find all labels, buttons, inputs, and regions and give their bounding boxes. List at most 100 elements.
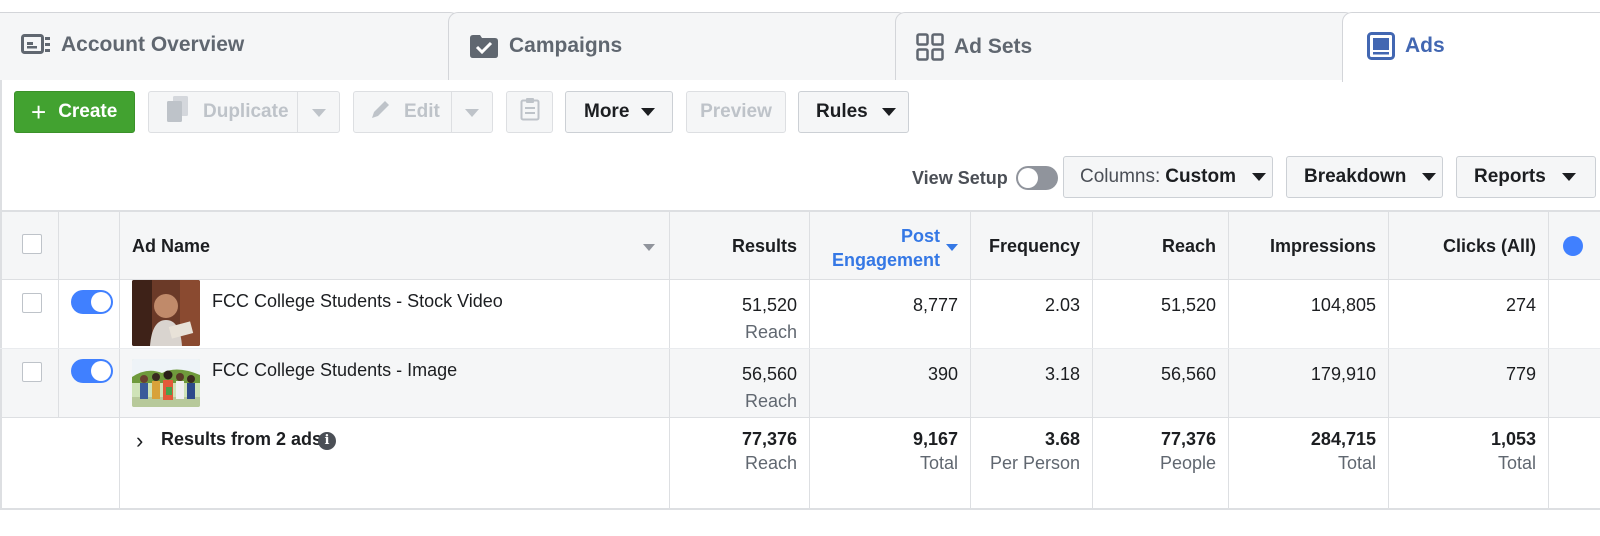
view-setup-label: View Setup [912, 167, 1008, 188]
breakdown-button[interactable]: Breakdown [1286, 156, 1443, 198]
ad-name-link[interactable]: FCC College Students - Image [212, 360, 458, 380]
column-header-ad-name[interactable]: Ad Name [120, 212, 670, 279]
summary-clicks-value: 1,053 [1490, 429, 1536, 449]
rules-button[interactable]: Rules [798, 91, 909, 133]
summary-reach-cell: 77,376 People [1093, 418, 1229, 508]
post-engagement-value: 390 [927, 364, 958, 384]
chevron-right-icon[interactable]: › [136, 428, 144, 453]
duplicate-icon [163, 95, 193, 129]
ad-name-link[interactable]: FCC College Students - Stock Video [212, 291, 503, 311]
column-header-results[interactable]: Results [670, 212, 810, 279]
frequency-value: 2.03 [1044, 295, 1080, 315]
summary-label-cell: › Results from 2 ads i [120, 418, 670, 508]
summary-results-sub: Reach [744, 453, 797, 473]
rules-label: Rules [816, 101, 868, 122]
plus-icon: + [31, 97, 47, 127]
select-all-cell [0, 212, 59, 279]
impressions-value: 179,910 [1310, 364, 1376, 384]
column-header-impressions[interactable]: Impressions [1229, 212, 1389, 279]
column-header-reach[interactable]: Reach [1093, 212, 1229, 279]
ad-sets-grid-icon [916, 33, 944, 61]
columns-button[interactable]: Columns: Custom [1063, 156, 1273, 198]
reach-cell: 51,520 [1093, 280, 1229, 348]
caret-down-icon [881, 108, 896, 116]
frequency-value: 3.18 [1044, 364, 1080, 384]
ad-active-toggle[interactable] [71, 290, 113, 314]
summary-reach-value: 77,376 [1160, 429, 1216, 449]
frequency-header-label: Frequency [988, 236, 1080, 256]
column-header-frequency[interactable]: Frequency [971, 212, 1093, 279]
post-engagement-header-label: Post Engagement [832, 224, 940, 272]
table-header-row: Ad Name Results Post Engagement Frequenc… [0, 210, 1600, 280]
tab-label: Ads [1405, 34, 1445, 57]
ad-thumbnail-image[interactable] [132, 359, 200, 407]
summary-impressions-sub: Total [1337, 453, 1376, 473]
summary-results-cell: 77,376 Reach [670, 418, 810, 508]
row-checkbox[interactable] [22, 362, 42, 382]
reports-label: Reports [1474, 166, 1546, 187]
info-circle-icon[interactable] [1563, 236, 1583, 256]
preview-label: Preview [700, 101, 772, 122]
column-header-overflow [1549, 212, 1600, 279]
tab-label: Ad Sets [954, 35, 1033, 58]
caret-down-icon [1422, 173, 1437, 181]
summary-post-engagement: 9,167 Total [913, 427, 958, 475]
select-all-checkbox[interactable] [22, 234, 42, 254]
impressions-value: 104,805 [1310, 295, 1376, 315]
toggle-column-header [59, 212, 120, 279]
create-button[interactable]: + Create [14, 91, 135, 133]
reach-header-label: Reach [1161, 236, 1216, 256]
summary-results-value: 77,376 [741, 429, 797, 449]
ad-active-toggle[interactable] [71, 359, 113, 383]
ad-thumbnail-video[interactable] [132, 280, 200, 346]
preview-button[interactable]: Preview [686, 91, 786, 133]
post-engagement-value: 8,777 [912, 295, 958, 315]
ads-table: Ad Name Results Post Engagement Frequenc… [0, 210, 1600, 510]
columns-value: Custom [1165, 166, 1236, 187]
ad-name-cell: FCC College Students - Stock Video [120, 280, 670, 348]
duplicate-dropdown-caret[interactable] [312, 109, 326, 117]
summary-row: › Results from 2 ads i 77,376 Reach 9,167… [0, 418, 1600, 510]
caret-down-icon [1251, 173, 1266, 181]
edit-button[interactable]: Edit [353, 91, 493, 133]
summary-reach: 77,376 People [1160, 427, 1216, 475]
tab-ads[interactable]: Ads [1342, 12, 1600, 82]
more-label: More [584, 101, 630, 122]
post-engagement-header-line1: Post [900, 226, 940, 246]
more-button[interactable]: More [565, 91, 673, 133]
row-checkbox[interactable] [22, 293, 42, 313]
summary-results: 77,376 Reach [742, 427, 797, 475]
tab-ad-sets[interactable]: Ad Sets [895, 12, 1355, 80]
row-toggle-cell [59, 280, 120, 348]
duplicate-button[interactable]: Duplicate [148, 91, 340, 133]
summary-label: Results from 2 ads [161, 429, 323, 449]
view-setup: View Setup [912, 166, 1058, 190]
post-engagement-cell: 8,777 [810, 280, 971, 348]
summary-reach-sub: People [1159, 453, 1216, 473]
tab-campaigns[interactable]: Campaigns [448, 12, 908, 80]
results-value: 51,520 Reach [742, 292, 797, 346]
sort-descending-icon[interactable] [946, 244, 958, 251]
sort-caret-icon[interactable] [643, 244, 655, 251]
clipboard-button[interactable] [506, 91, 553, 133]
results-cell: 51,520 Reach [670, 280, 810, 348]
view-setup-toggle[interactable] [1015, 166, 1058, 190]
summary-post-engagement-value: 9,167 [912, 429, 958, 449]
impressions-header-label: Impressions [1269, 236, 1376, 256]
tab-account-overview[interactable]: Account Overview [0, 12, 460, 80]
clipboard-icon [520, 97, 540, 127]
info-icon[interactable]: i [318, 432, 336, 450]
summary-frequency-cell: 3.68 Per Person [971, 418, 1093, 508]
reports-button[interactable]: Reports [1456, 156, 1596, 198]
edit-dropdown-caret[interactable] [465, 109, 479, 117]
toggle-knob [91, 292, 111, 312]
summary-spacer-cell [0, 418, 120, 508]
results-number: 51,520 [741, 295, 797, 315]
column-header-clicks[interactable]: Clicks (All) [1389, 212, 1549, 279]
campaigns-folder-icon [469, 33, 499, 59]
column-header-post-engagement[interactable]: Post Engagement [810, 212, 971, 279]
reach-cell: 56,560 [1093, 349, 1229, 417]
edit-split-divider [451, 92, 452, 132]
toolbar: + Create Duplicate Edit More Preview Rul… [0, 80, 1600, 210]
frequency-cell: 2.03 [971, 280, 1093, 348]
